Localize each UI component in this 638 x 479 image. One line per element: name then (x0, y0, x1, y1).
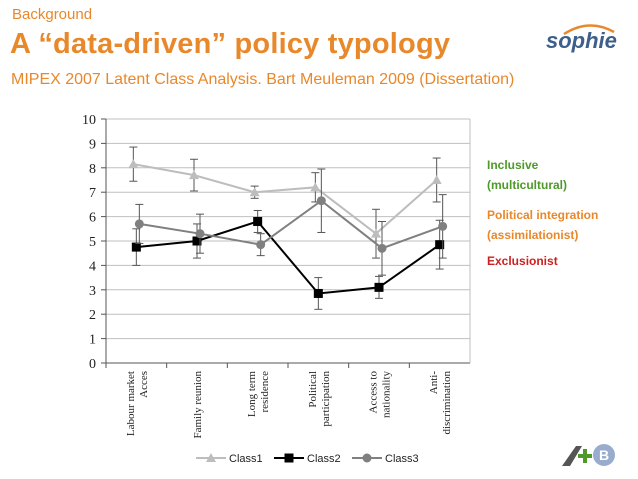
x-tick-label: nationality (381, 371, 393, 419)
triangle-marker (431, 175, 442, 184)
x-tick-label: Long term (246, 371, 258, 418)
x-tick-label: participation (320, 371, 332, 427)
x-tick-label-group: Labour market Acces (125, 371, 150, 436)
y-tick-label: 3 (89, 284, 96, 299)
circle-marker (134, 219, 144, 229)
square-marker (253, 216, 263, 226)
circle-marker (316, 196, 326, 206)
series-class3 (134, 168, 448, 276)
x-tick-label: Political (307, 371, 319, 408)
legend-label: Class1 (229, 453, 263, 465)
circle-marker (438, 221, 448, 231)
svg-text:B: B (599, 447, 609, 463)
square-marker (374, 282, 384, 292)
square-marker (435, 240, 445, 250)
circle-marker (377, 243, 387, 253)
legend-item-class2: Class2 (274, 453, 341, 465)
square-marker (131, 242, 141, 252)
label-exclusionist: Exclusionist (487, 254, 558, 268)
section-kicker: Background (12, 6, 93, 23)
x-tick-label: Access to (368, 371, 380, 414)
y-tick-label: 6 (89, 211, 96, 226)
x-tick-label: Labour market (125, 371, 137, 436)
triangle-marker (371, 228, 381, 238)
triangle-marker (189, 170, 199, 180)
slide-title: A “data-driven” policy typology (10, 28, 451, 60)
legend-item-class3: Class3 (352, 453, 419, 465)
y-tick-label: 9 (89, 137, 96, 152)
x-tick-label-group: Long term residence (246, 371, 271, 418)
x-tick-label: Anti- (428, 371, 440, 395)
logo-arc-icon (563, 24, 615, 36)
x-tick-label-group: Family reunion (192, 371, 204, 439)
series-class1 (128, 146, 442, 259)
series-line (136, 220, 441, 295)
square-marker (192, 236, 202, 246)
circle-marker (256, 240, 266, 250)
legend-item-class1: Class1 (196, 453, 263, 465)
y-tick-label: 7 (89, 186, 96, 201)
x-tick-label: Acces (138, 371, 150, 398)
legend-label: Class2 (307, 453, 341, 465)
x-tick-label-group: Anti-discrimination (428, 371, 453, 435)
label-inclusive: Inclusive (multicultural) (487, 158, 567, 192)
x-tick-label: Family reunion (192, 371, 204, 439)
series-line (133, 163, 438, 235)
triangle-marker (249, 187, 260, 197)
legend-label: Class3 (385, 453, 419, 465)
x-tick-label-group: Access to nationality (368, 371, 393, 419)
typology-chart: 0 1 2 3 4 5 6 7 8 9 10 Labour market Acces Family re… (82, 113, 471, 465)
triangle-marker (310, 182, 321, 192)
y-tick-label: 1 (89, 333, 96, 348)
triangle-marker (128, 159, 139, 169)
y-tick-label: 4 (89, 259, 96, 274)
y-tick-label: 10 (82, 113, 96, 128)
corner-logo-icon: B (562, 444, 615, 466)
circle-marker (362, 453, 372, 463)
logo-text: sophie (546, 28, 617, 53)
circle-marker (195, 229, 205, 239)
y-tick-label: 0 (89, 357, 96, 372)
square-marker (313, 288, 323, 298)
label-political-integration: Political integration (assimilationist) (487, 208, 599, 242)
y-tick-label: 2 (89, 308, 96, 323)
square-marker (284, 453, 294, 463)
y-tick-label: 5 (89, 235, 96, 250)
slide-subtitle: MIPEX 2007 Latent Class Analysis. Bart M… (11, 71, 515, 88)
triangle-marker (206, 453, 216, 462)
x-tick-label: discrimination (441, 371, 453, 435)
y-tick-label: 8 (89, 162, 96, 177)
sophie-logo: sophie (546, 22, 617, 56)
x-tick-label: residence (259, 371, 271, 413)
series-line (139, 199, 444, 250)
x-tick-label-group: Political participation (307, 371, 332, 427)
